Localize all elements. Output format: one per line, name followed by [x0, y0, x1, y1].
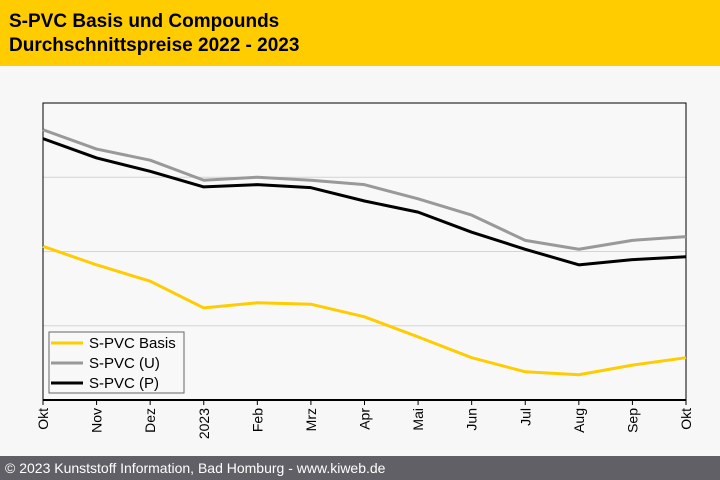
x-tick-label: Mrz — [303, 408, 319, 431]
x-tick-label: Dez — [142, 408, 158, 433]
series-line-2 — [42, 137, 687, 267]
series-line-1 — [42, 128, 687, 251]
legend-label: S-PVC (P) — [89, 375, 159, 392]
copyright-footer: © 2023 Kunststoff Information, Bad Hombu… — [0, 456, 720, 480]
x-tick-label: Okt — [35, 408, 51, 430]
x-tick-label: Jul — [517, 408, 533, 426]
x-tick-label: Okt — [678, 408, 694, 430]
legend-label: S-PVC Basis — [89, 335, 176, 352]
line-chart: Okt Nov Dez 2023 Feb Mrz Apr Mai Jun Jul Aug Sep Okt… — [35, 102, 694, 439]
header: S-PVC Basis und Compounds Durchschnittsp… — [0, 0, 720, 66]
x-tick-label: Apr — [357, 408, 373, 430]
series-line-0 — [42, 244, 687, 377]
x-tick-label: Feb — [249, 408, 265, 432]
chart-title: S-PVC Basis und Compounds — [9, 11, 280, 32]
x-tick-label: 2023 — [196, 408, 212, 439]
legend-label: S-PVC (U) — [89, 355, 160, 372]
x-tick-label: Aug — [571, 408, 587, 433]
x-tick-label: Mai — [410, 408, 426, 431]
x-tick-label: Jun — [464, 408, 480, 431]
chart-subtitle: Durchschnittspreise 2022 - 2023 — [9, 35, 300, 56]
x-tick-label: Sep — [624, 408, 640, 433]
x-tick-label: Nov — [89, 408, 105, 433]
